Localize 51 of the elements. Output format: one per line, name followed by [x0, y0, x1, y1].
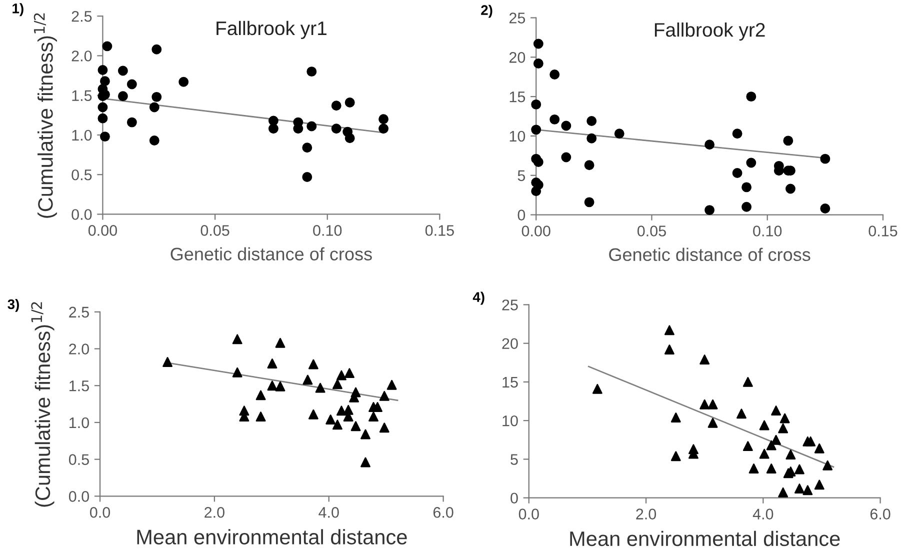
x-tick-label: 0.00: [88, 225, 117, 236]
x-tick-label: 0.00: [522, 226, 550, 236]
y-tick-label: 5: [510, 454, 518, 465]
y-tick-label: 1.5: [70, 380, 89, 392]
x-tick-label: 0.10: [753, 226, 782, 236]
y-tick-label: 20: [502, 338, 518, 350]
y-tick-label: 25: [509, 12, 526, 24]
y-tick-label: 2.0: [69, 344, 89, 354]
y-tick-label: 2.5: [69, 306, 89, 318]
text: 2): [481, 4, 492, 18]
x-axis-title: Mean environmental distance: [570, 530, 840, 546]
y-tick-label: 10: [510, 130, 526, 142]
x-tick-label: 0.10: [313, 225, 342, 236]
y-tick-label: 25: [502, 300, 518, 310]
text: 3): [8, 298, 19, 312]
x-tick-label: 4.0: [752, 508, 774, 520]
x-tick-label: 2.0: [636, 508, 656, 520]
y-tick-label: 0: [518, 210, 526, 220]
x-tick-label: 0.15: [868, 226, 898, 236]
y-axis-title: (Cumulative fitness)$^{1/2}$: [34, 13, 57, 218]
y-tick-label: 2.0: [72, 50, 92, 62]
text: 1): [12, 3, 24, 16]
x-tick-label: 6.0: [870, 508, 890, 520]
x-axis-title: Genetic distance of cross: [609, 248, 810, 262]
x-tick-label: 4.0: [318, 506, 339, 518]
y-tick-label: 0.0: [72, 209, 92, 220]
x-tick-label: 0.0: [90, 506, 110, 518]
y-tick-label: 2.5: [72, 10, 92, 22]
y-tick-label: 0.0: [68, 491, 89, 502]
y-tick-label: 20: [509, 52, 526, 63]
chart-title: Fallbrook yr1: [216, 20, 326, 40]
y-tick-label: 0.5: [68, 454, 89, 466]
chart-title: Fallbrook yr2: [654, 22, 765, 41]
y-tick-label: 5: [518, 170, 526, 182]
y-tick-label: 0: [510, 492, 518, 504]
x-tick-label: 0.05: [200, 225, 230, 236]
x-tick-label: 2.0: [204, 506, 224, 518]
x-axis-title: Mean environmental distance: [137, 529, 407, 544]
x-tick-label: 0.05: [637, 226, 666, 236]
x-tick-label: 0.15: [425, 225, 454, 236]
y-tick-label: 15: [510, 92, 526, 102]
x-tick-label: 6.0: [433, 506, 454, 518]
y-tick-label: 10: [502, 415, 518, 426]
y-tick-label: 1.0: [72, 130, 92, 141]
text: 4): [472, 292, 484, 305]
y-tick-label: 1.5: [72, 90, 92, 102]
y-tick-label: 1.0: [70, 417, 89, 428]
y-tick-label: 0.5: [72, 169, 92, 180]
y-axis-title: (Cumulative fitness)$^{1/2}$: [31, 302, 54, 507]
y-tick-label: 15: [502, 376, 518, 388]
x-axis-title: Genetic distance of cross: [170, 247, 372, 260]
